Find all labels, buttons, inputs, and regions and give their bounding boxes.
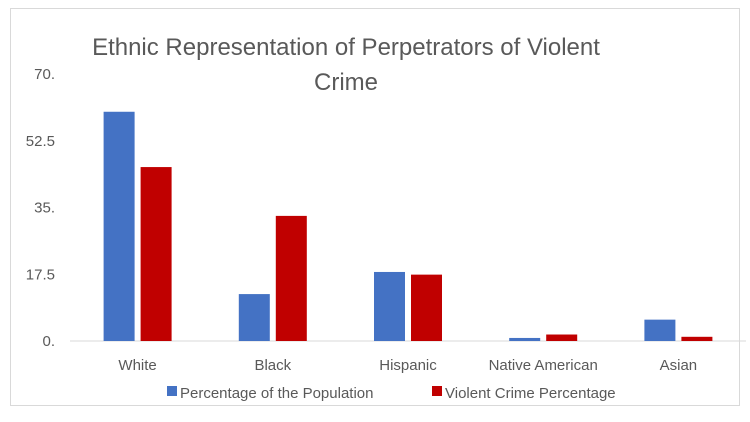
bar-violent-crime-hispanic (411, 274, 442, 341)
x-axis-labels: White Black Hispanic Native American Asian (118, 357, 697, 374)
y-tick-label: 35. (34, 200, 55, 217)
bar-violent-crime-native-american (546, 334, 578, 341)
bar-population-hispanic (374, 271, 405, 341)
legend-label-population: Percentage of the Population (180, 385, 373, 402)
bar-population-asian (644, 319, 676, 341)
bar-population-white (103, 111, 135, 341)
bar-violent-crime-asian (681, 336, 713, 341)
x-tick-label: Hispanic (379, 357, 437, 374)
x-tick-label: Asian (660, 357, 698, 374)
bar-population-native-american (509, 337, 541, 341)
chart-title-line-1: Ethnic Representation of Perpetrators of… (92, 34, 600, 61)
legend-swatch-population (167, 386, 177, 396)
y-tick-label: 17.5 (26, 266, 55, 283)
bar-violent-crime-white (140, 167, 172, 341)
x-tick-label: Black (254, 357, 291, 374)
y-tick-label: 70. (34, 66, 55, 83)
bar-population-black (238, 294, 270, 341)
y-axis: 0. 17.5 35. 52.5 70. (26, 66, 55, 350)
legend: Percentage of the Population Violent Cri… (167, 385, 616, 402)
legend-swatch-violent-crime (432, 386, 442, 396)
bar-violent-crime-black (275, 215, 307, 341)
bars (103, 111, 713, 341)
x-tick-label: White (118, 357, 156, 374)
y-tick-label: 0. (42, 333, 55, 350)
chart-title-line-2: Crime (314, 69, 378, 96)
chart-frame (10, 8, 740, 406)
x-tick-label: Native American (489, 357, 598, 374)
y-tick-label: 52.5 (26, 133, 55, 150)
legend-label-violent-crime: Violent Crime Percentage (445, 385, 616, 402)
